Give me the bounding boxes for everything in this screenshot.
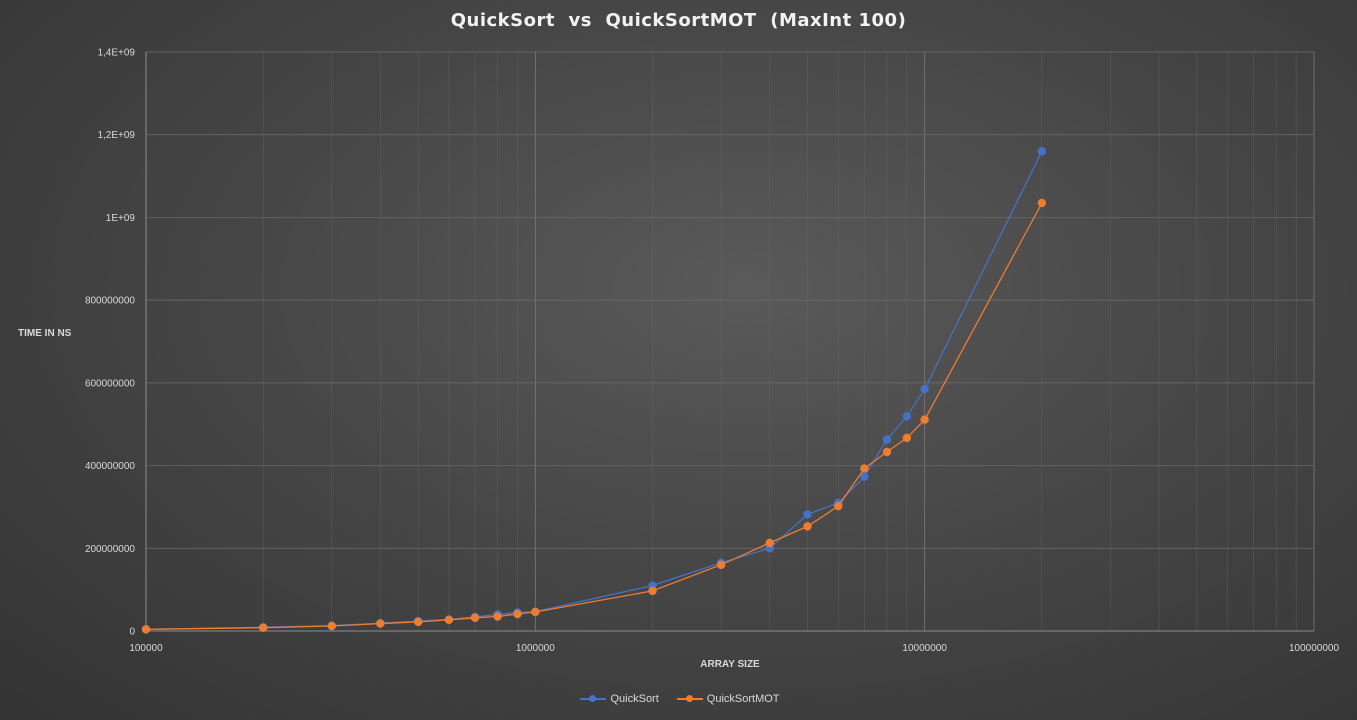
data-point-quicksort xyxy=(860,472,869,481)
y-tick-label: 800000000 xyxy=(85,296,135,307)
data-point-quicksortmot xyxy=(1037,198,1047,208)
series-line-quicksort xyxy=(145,151,1043,630)
data-point-quicksortmot xyxy=(860,464,869,473)
data-point-quicksort xyxy=(882,435,892,444)
data-point-quicksortmot xyxy=(803,522,812,531)
data-point-quicksortmot xyxy=(444,615,454,625)
y-tick-label: 1,4E+09 xyxy=(97,48,135,59)
legend-label: QuickSortMOT xyxy=(706,693,780,705)
data-point-quicksortmot xyxy=(765,538,774,548)
series-line-quicksortmot xyxy=(145,202,1043,630)
data-point-quicksortmot xyxy=(716,560,726,570)
data-point-quicksortmot xyxy=(513,609,522,619)
data-point-quicksort xyxy=(1037,147,1047,156)
data-point-quicksortmot xyxy=(834,501,843,511)
data-point-quicksort xyxy=(803,510,812,519)
data-point-quicksortmot xyxy=(531,607,540,617)
legend-item: QuickSortMOT xyxy=(676,693,780,705)
legend-label: QuickSort xyxy=(610,693,659,705)
data-point-quicksortmot xyxy=(376,619,385,628)
y-tick-label: 1E+09 xyxy=(106,213,136,224)
y-tick-label: 600000000 xyxy=(85,378,135,389)
data-point-quicksortmot xyxy=(902,433,912,443)
legend-item: QuickSort xyxy=(580,693,659,705)
legend-swatch xyxy=(580,694,607,704)
x-axis-title: ARRAY SIZE xyxy=(700,659,760,670)
y-axis-title: TIME IN NS xyxy=(18,328,72,339)
y-tick-label: 1,2E+09 xyxy=(97,130,135,141)
x-tick-label: 10000000 xyxy=(902,643,947,654)
data-point-quicksortmot xyxy=(920,415,929,424)
x-tick-label: 100000000 xyxy=(1289,643,1339,654)
x-tick-label: 100000 xyxy=(129,643,163,654)
data-point-quicksortmot xyxy=(470,613,480,623)
data-point-quicksortmot xyxy=(327,621,337,631)
data-point-quicksort xyxy=(902,412,912,421)
y-tick-label: 400000000 xyxy=(85,461,135,472)
data-point-quicksort xyxy=(920,384,929,394)
legend-swatch xyxy=(676,694,703,704)
y-tick-label: 200000000 xyxy=(85,544,135,555)
y-tick-label: 0 xyxy=(129,627,135,638)
data-point-quicksortmot xyxy=(648,586,657,596)
data-point-quicksortmot xyxy=(413,617,423,627)
x-tick-label: 1000000 xyxy=(516,643,555,654)
data-point-quicksortmot xyxy=(882,447,892,457)
data-point-quicksortmot xyxy=(493,612,502,621)
data-point-quicksortmot xyxy=(258,623,268,632)
legend: QuickSort QuickSortMOT xyxy=(0,693,1357,705)
data-point-quicksortmot xyxy=(141,625,151,634)
chart-title: QuickSort vs QuickSortMOT (MaxInt 100) xyxy=(450,10,907,31)
